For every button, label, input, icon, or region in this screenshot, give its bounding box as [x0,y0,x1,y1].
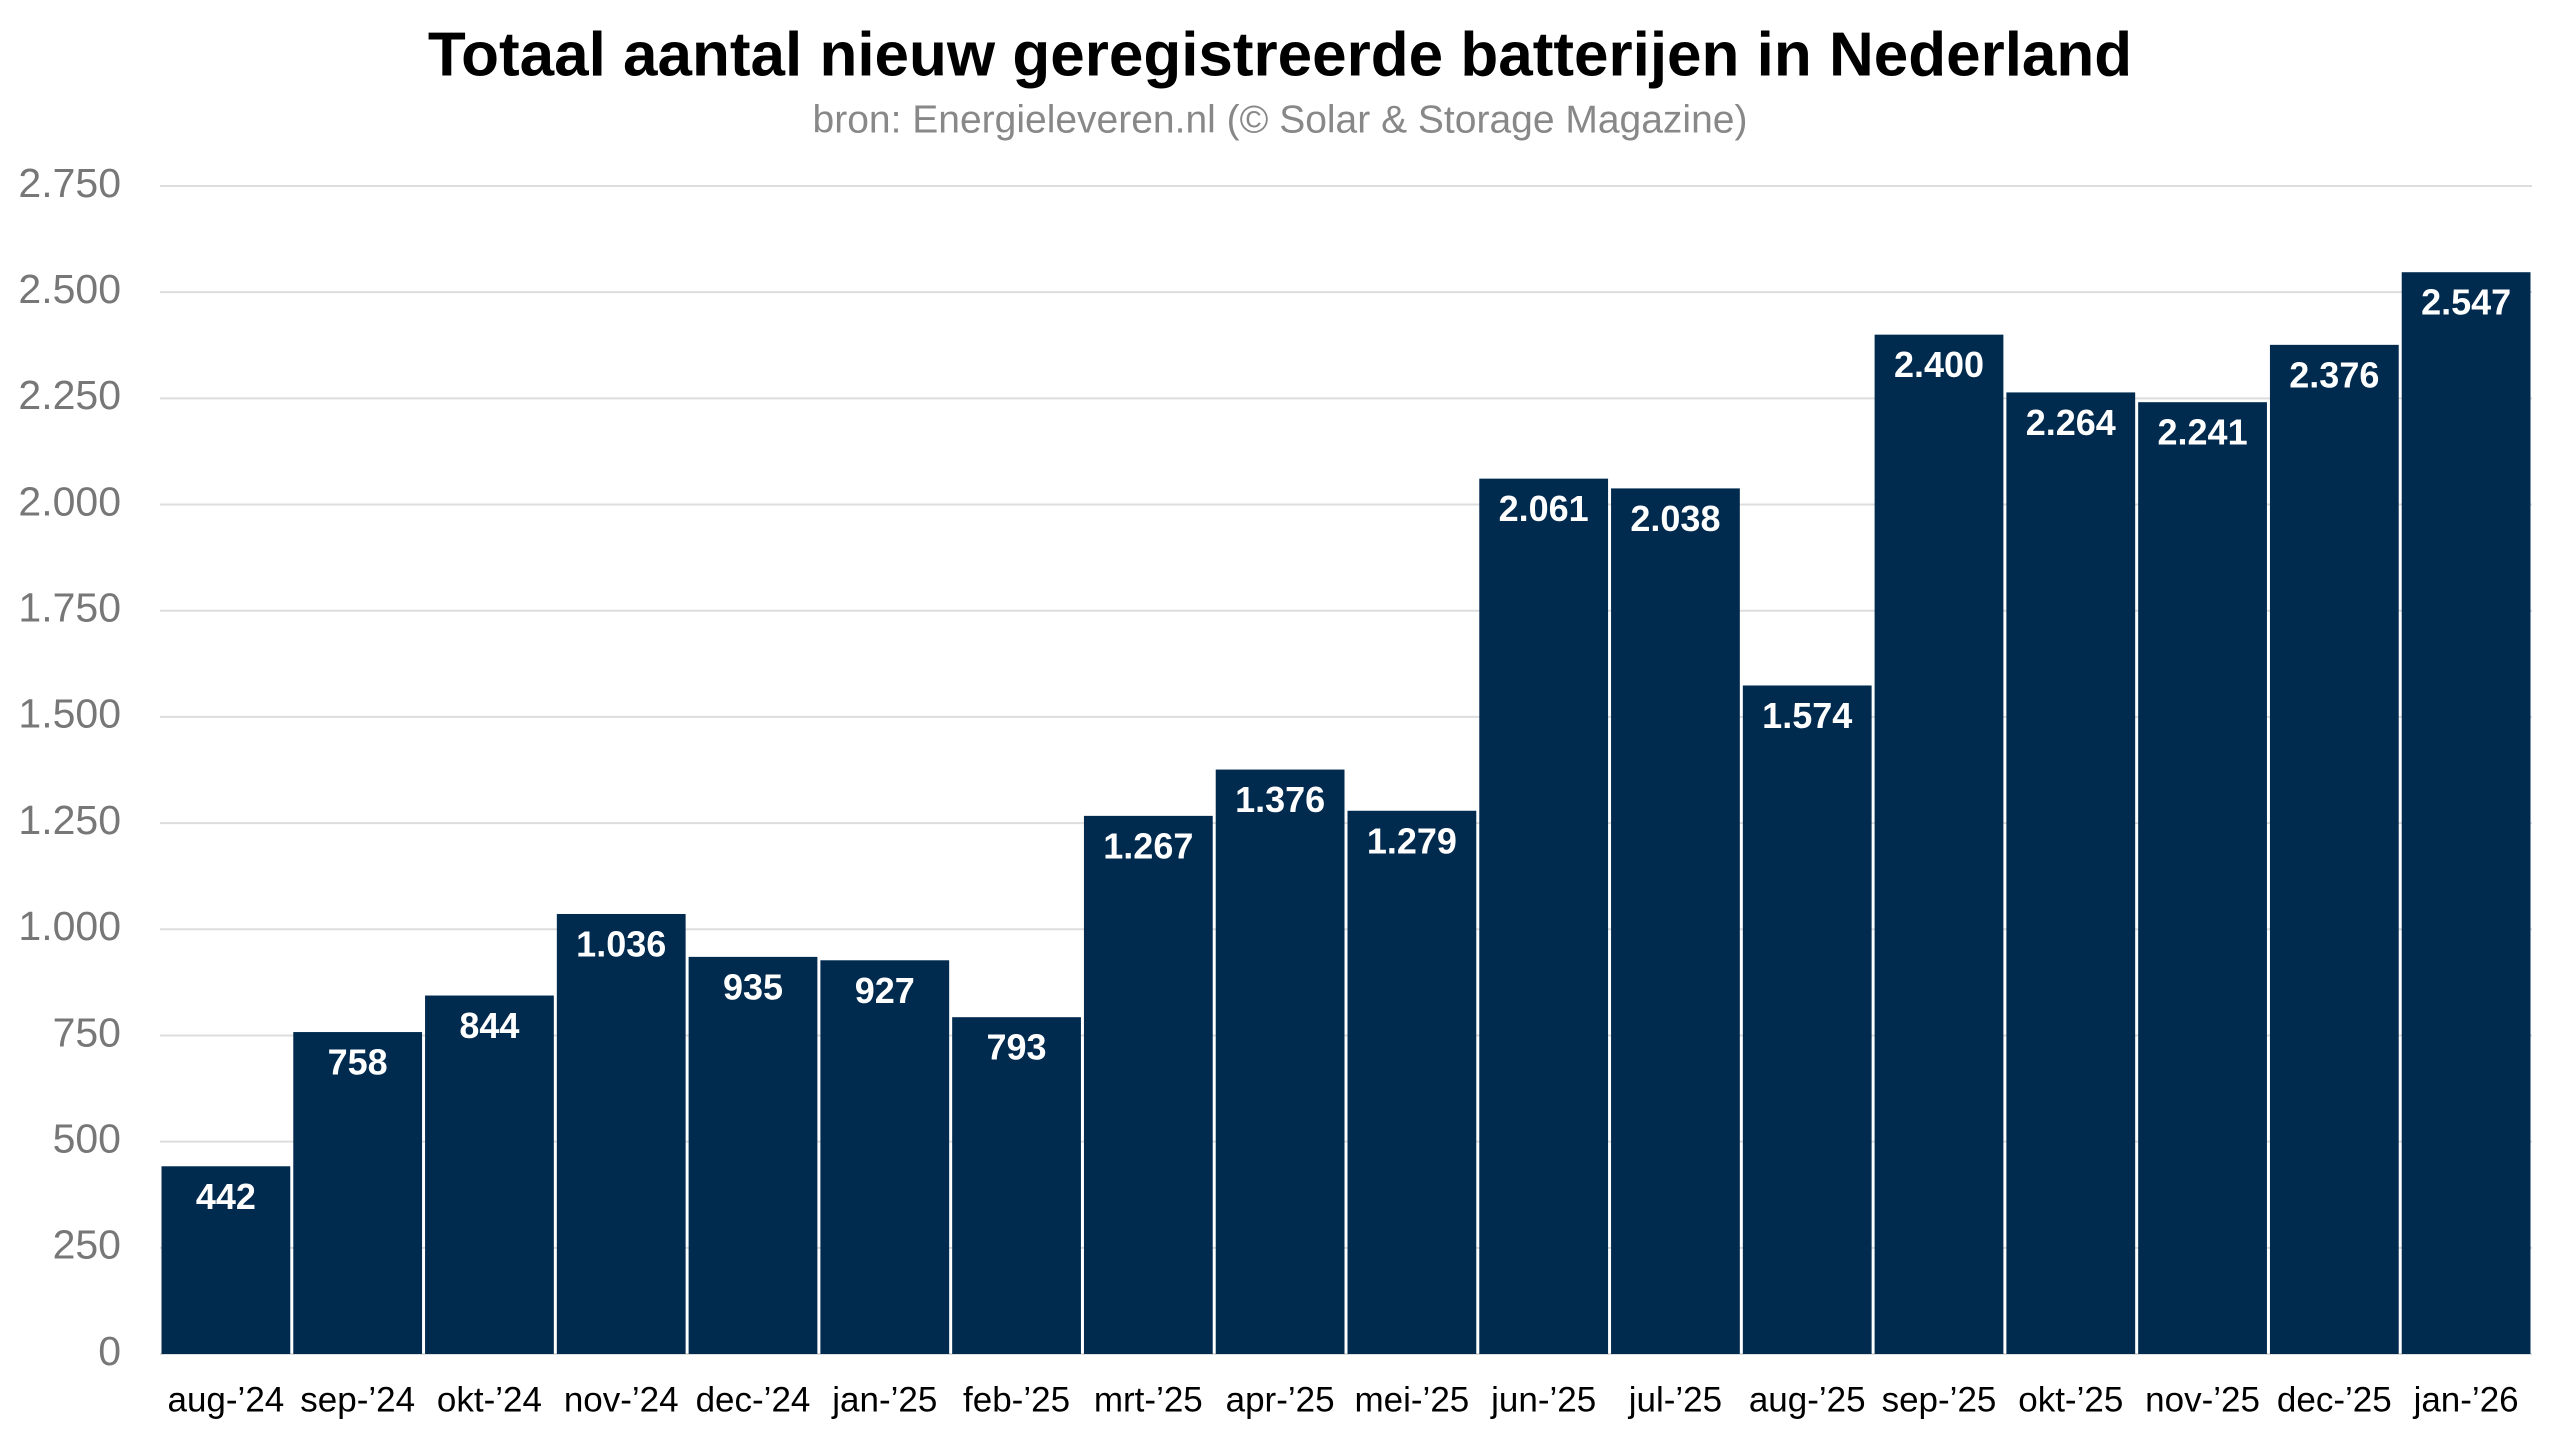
bar [1479,478,1609,1354]
y-tick-label: 1.250 [18,797,121,843]
bar [2401,272,2531,1355]
chart-title: Totaal aantal nieuw geregistreerde batte… [428,20,2132,89]
bar [820,960,950,1354]
data-label: 1.279 [1367,820,1457,861]
y-tick-label: 2.500 [18,266,121,312]
data-label: 793 [987,1027,1047,1068]
data-label: 1.267 [1103,825,1193,866]
chart-subtitle: bron: Energieleveren.nl (© Solar & Stora… [813,98,1748,141]
x-tick-label: okt-’24 [437,1380,542,1419]
bar [425,995,554,1354]
y-tick-label: 250 [53,1222,121,1268]
bar [1611,488,1740,1354]
bar [293,1032,423,1354]
x-tick-label: apr-’25 [1226,1380,1335,1419]
x-tick-label: jan-’25 [831,1380,937,1419]
data-label: 2.241 [2158,412,2248,453]
data-label: 1.574 [1762,695,1852,736]
x-tick-label: dec-’25 [2277,1380,2392,1419]
x-tick-label: jul-’25 [1628,1380,1722,1419]
y-tick-label: 2.750 [18,160,121,206]
x-tick-label: jan-’26 [2413,1380,2519,1419]
data-label: 758 [328,1042,388,1083]
y-tick-label: 1.750 [18,585,121,631]
data-label: 2.400 [1894,344,1984,385]
y-tick-label: 750 [53,1009,121,1055]
x-tick-label: aug-’25 [1749,1380,1866,1419]
data-label: 2.376 [2289,354,2379,395]
x-tick-label: sep-’24 [300,1380,415,1419]
data-label: 2.038 [1630,498,1720,539]
x-tick-label: sep-’25 [1882,1380,1997,1419]
data-label: 2.061 [1499,488,1589,529]
bar [952,1017,1081,1354]
y-tick-label: 2.250 [18,372,121,418]
x-tick-label: mei-’25 [1355,1380,1470,1419]
bar [1874,334,2004,1354]
data-label: 1.376 [1235,779,1325,820]
data-label: 844 [459,1005,519,1046]
data-label: 2.547 [2421,282,2511,323]
data-label: 442 [196,1176,256,1217]
bar [556,913,686,1354]
y-tick-label: 1.500 [18,691,121,737]
data-label: 935 [723,966,783,1007]
data-label: 927 [855,970,915,1011]
data-label: 1.036 [576,923,666,964]
bar [1215,769,1345,1354]
bar [2269,344,2399,1354]
bar [1083,815,1213,1354]
x-tick-label: nov-’25 [2145,1380,2260,1419]
x-tick-label: aug-’24 [168,1380,285,1419]
x-tick-label: mrt-’25 [1094,1380,1203,1419]
x-tick-label: dec-’24 [696,1380,811,1419]
bar [688,956,818,1354]
data-label: 2.264 [2026,402,2116,443]
bar [2138,402,2267,1355]
x-tick-label: nov-’24 [564,1380,679,1419]
bar [161,1166,291,1354]
y-tick-label: 1.000 [18,903,121,949]
bar [1347,810,1477,1354]
y-tick-label: 500 [53,1115,121,1161]
bar [2006,392,2136,1354]
y-tick-label: 0 [98,1328,121,1374]
x-tick-label: okt-’25 [2018,1380,2123,1419]
y-tick-label: 2.000 [18,478,121,524]
bar [1742,685,1872,1354]
x-tick-label: jun-’25 [1490,1380,1596,1419]
x-tick-label: feb-’25 [963,1380,1070,1419]
